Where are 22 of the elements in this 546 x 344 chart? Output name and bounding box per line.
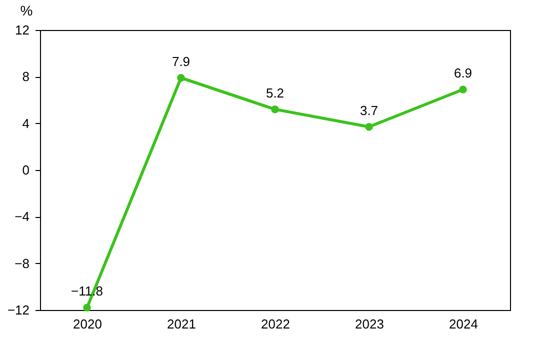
y-axis-title: % bbox=[20, 2, 33, 18]
x-tick-label: 2020 bbox=[73, 316, 102, 332]
data-label: 7.9 bbox=[172, 54, 190, 69]
x-tick-label: 2021 bbox=[167, 316, 196, 332]
x-tick-label: 2022 bbox=[261, 316, 290, 332]
point bbox=[459, 86, 467, 94]
data-label: 3.7 bbox=[360, 102, 378, 118]
point bbox=[83, 304, 91, 312]
y-tick-label: −8 bbox=[14, 256, 30, 271]
y-tick-label: −4 bbox=[14, 209, 30, 224]
x-tick-label: 2024 bbox=[449, 316, 478, 332]
y-tick-label: 8 bbox=[22, 69, 30, 84]
point bbox=[177, 74, 185, 82]
point bbox=[365, 122, 373, 131]
data-label: 6.9 bbox=[454, 66, 472, 80]
point bbox=[271, 105, 279, 114]
y-tick-label: 4 bbox=[22, 116, 30, 131]
y-tick-label: 12 bbox=[15, 22, 30, 38]
y-tick-label: 0 bbox=[22, 162, 30, 178]
data-label: 5.2 bbox=[266, 85, 284, 100]
y-tick-label: −12 bbox=[7, 302, 30, 318]
x-tick-label: 2023 bbox=[355, 316, 384, 332]
